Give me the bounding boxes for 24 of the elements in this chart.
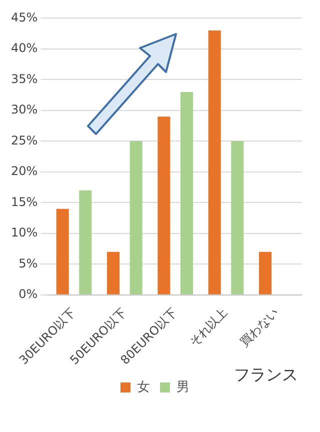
y-tick-label: 10% — [11, 226, 38, 240]
y-tick-label: 0% — [18, 287, 38, 302]
x-tick-label: それ以上 — [186, 305, 230, 350]
x-tick-label: 買わない — [237, 305, 281, 350]
y-tick-label: 30% — [11, 102, 38, 117]
legend-label: 男 — [176, 380, 190, 395]
legend-label: 女 — [137, 380, 150, 395]
bar — [158, 116, 170, 294]
text: フランス — [234, 365, 298, 384]
bar — [79, 190, 92, 294]
y-tick-label: 45% — [11, 10, 38, 24]
bar — [130, 141, 142, 294]
bar — [56, 208, 69, 294]
y-tick-label: 40% — [11, 41, 38, 56]
y-tick-label: 15% — [11, 194, 38, 209]
y-tick-label: 35% — [11, 72, 38, 86]
bar — [231, 141, 244, 294]
y-tick-label: 20% — [11, 164, 38, 178]
y-tick-label: 25% — [11, 133, 38, 148]
bar — [208, 30, 221, 294]
bar — [259, 252, 272, 294]
y-tick-label: 5% — [18, 256, 38, 270]
bar — [107, 252, 120, 294]
bar — [180, 92, 194, 294]
